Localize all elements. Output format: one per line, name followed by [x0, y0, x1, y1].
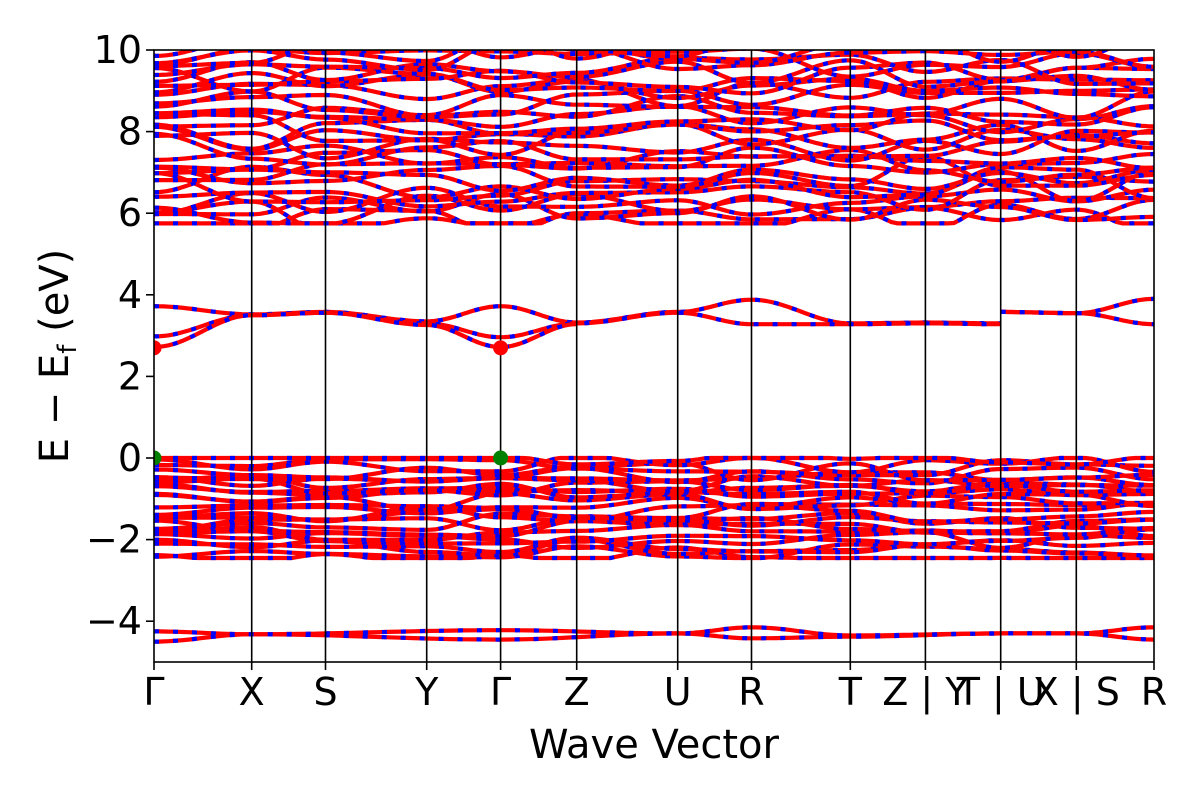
x-tick-label-10: T | U: [956, 670, 1045, 715]
valence-band-11-blue: [154, 503, 1154, 525]
valence-band-17-blue: [154, 480, 1154, 500]
conduction-band-24-red: [154, 71, 1154, 101]
valence-band-25-red: [154, 455, 1154, 467]
conduction-band-9-red: [154, 154, 1154, 189]
x-tick-label-5: Z: [564, 670, 590, 714]
conduction-band-17-blue: [154, 111, 1154, 143]
conduction-band-27-blue: [154, 56, 1154, 89]
conduction-band-4-blue: [154, 185, 1154, 217]
x-tick-label-11: X | S: [1033, 670, 1120, 715]
conduction-band-14-blue: [154, 128, 1154, 163]
deep-band-1-blue: [154, 631, 1154, 644]
conduction-band-30-red: [154, 50, 1154, 72]
y-tick-label-5: 6: [118, 191, 142, 235]
conduction-band-13-red: [154, 131, 1154, 167]
conduction-band-12-blue: [154, 148, 1154, 172]
valence-band-4-blue: [154, 530, 1154, 550]
x-tick-label-2: S: [313, 670, 337, 714]
gap-band-2-blue: [154, 310, 577, 350]
x-tick-label-8: T: [838, 670, 863, 714]
y-tick-label-6: 8: [118, 110, 142, 154]
vbm-marker-1: [493, 450, 509, 466]
kpoint-dividers: [250, 50, 1078, 662]
x-tick-label-12: R: [1141, 670, 1167, 714]
y-tick-label-2: 0: [118, 436, 142, 480]
cbm-marker-0: [154, 340, 162, 356]
y-tick-label-0: −4: [86, 599, 142, 643]
conduction-band-7-blue: [154, 164, 1154, 202]
conduction-band-3-red: [154, 192, 1154, 223]
x-tick-label-4: Γ: [490, 670, 511, 714]
conduction-band-2-red: [154, 192, 1154, 226]
valence-band-12-blue: [154, 500, 1154, 521]
bands-layer: [154, 50, 1154, 644]
conduction-band-33-red: [560, 50, 714, 59]
valence-band-15-blue: [154, 487, 1154, 509]
vbm-marker-0: [154, 450, 162, 466]
valence-band-13-blue: [154, 495, 1154, 517]
y-axis-label-subscript: f: [53, 344, 83, 354]
y-tick-label-4: 4: [118, 273, 142, 317]
x-axis-label: Wave Vector: [529, 722, 780, 768]
plot-frame: [153, 49, 1155, 663]
y-tick-label-7: 10: [94, 28, 142, 72]
valence-band-21-blue: [154, 465, 1154, 486]
conduction-band-19-blue: [154, 107, 1154, 136]
y-axis-label-unit: (eV): [32, 249, 78, 345]
valence-band-14-blue: [154, 491, 1154, 513]
extrema-markers: [154, 340, 509, 466]
x-axis-ticks: Γ X S Y Γ Z U R T Z | YT | UX | S R: [143, 662, 1167, 715]
x-tick-label-1: X: [239, 670, 265, 714]
x-tick-label-0: Γ: [143, 670, 164, 714]
y-axis-ticks: −4 −2 0 2 4 6 8 10: [86, 28, 154, 643]
x-tick-label-3: Y: [414, 670, 439, 714]
y-tick-label-1: −2: [86, 518, 142, 562]
x-tick-label-7: R: [738, 670, 764, 714]
valence-band-19-blue: [154, 474, 1154, 494]
conduction-band-21-red: [154, 89, 1154, 120]
x-tick-label-6: U: [664, 670, 692, 714]
valence-band-8-blue: [154, 516, 1154, 534]
y-tick-label-3: 2: [118, 354, 142, 398]
x-tick-label-9: Z | Y: [882, 670, 969, 715]
valence-band-2-blue: [154, 537, 1154, 558]
cbm-marker-1: [493, 340, 509, 356]
conduction-band-6-blue: [154, 169, 1154, 205]
y-axis-label-main: E − E: [32, 354, 78, 464]
conduction-band-32-red: [154, 50, 1112, 64]
conduction-band-8-red: [154, 167, 1154, 193]
y-axis-label: E − Ef (eV): [32, 249, 83, 464]
